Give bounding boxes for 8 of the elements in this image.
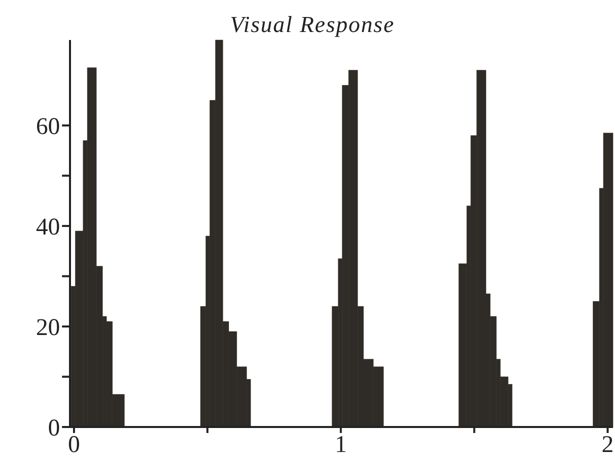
x-tick-label: 2	[602, 432, 614, 458]
chart-title: Visual Response	[230, 12, 395, 38]
y-tick-label: 20	[36, 315, 60, 341]
y-tick-label: 0	[48, 416, 60, 442]
x-tick-label: 1	[334, 432, 347, 458]
y-tick-label: 60	[36, 114, 60, 140]
x-tick-label: 0	[68, 432, 80, 458]
y-tick-label: 40	[36, 214, 60, 240]
